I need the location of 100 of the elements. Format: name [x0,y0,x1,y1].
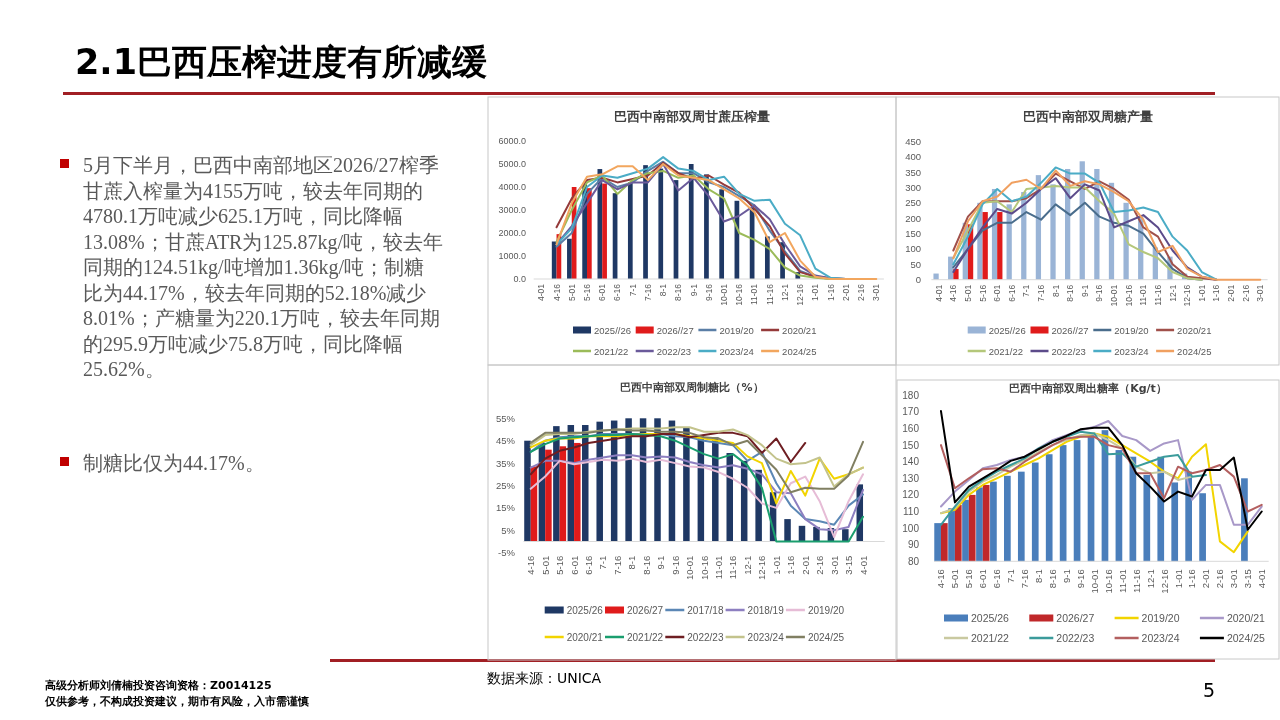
x-tick-label: 3-01 [828,555,840,575]
x-tick-label: 2-16 [856,283,867,302]
legend-label: 2022/23 [656,345,692,357]
y-tick-label: 45% [495,435,516,447]
y-tick-label: 110 [903,506,920,517]
x-tick-label: 8-16 [673,283,684,302]
legend-label: 2019/20 [719,324,754,336]
y-tick-label: -5% [498,547,516,559]
y-tick-label: 4000.0 [498,182,526,192]
x-tick-label: 9-16 [669,555,681,575]
x-tick-label: 1-16 [1211,284,1222,302]
y-tick-label: 0.0 [513,274,526,284]
y-tick-label: 130 [902,472,920,484]
text: 制糖比仅为44.17%。 [83,452,265,474]
y-tick-label: 100 [905,243,921,255]
y-tick-label: 100 [902,522,920,534]
x-tick-label: 7-16 [642,283,653,302]
x-tick-label: 11-16 [1130,569,1142,593]
legend-label: 2026/27 [627,604,664,616]
x-tick-label: 2-01 [1200,569,1212,589]
x-tick-label: 3-01 [1255,284,1266,302]
x-tick-label: 9-1 [1060,569,1072,584]
legend-label: 2023/24 [1114,345,1149,357]
x-tick-label: 3-01 [1228,569,1240,589]
x-tick-label: 7-1 [627,283,638,297]
x-tick-label: 12-1 [1167,284,1178,302]
x-tick-label: 7-1 [1021,284,1032,297]
x-tick-label: 1-16 [825,283,836,302]
y-tick-label: 450 [905,135,921,147]
x-tick-label: 6-01 [992,284,1003,302]
x-tick-label: 4-16 [948,284,959,302]
x-tick-label: 6-01 [597,283,608,302]
x-tick-label: 9-1 [655,555,667,570]
y-tick-label: 160 [902,423,920,434]
x-tick-label: 3-15 [843,555,855,575]
x-tick-label: 6-16 [583,555,595,575]
y-tick-label: 350 [905,166,921,178]
legend-label: 2026/27 [1056,612,1095,624]
y-tick-label: 55% [495,412,516,424]
x-tick-label: 8-1 [658,283,669,297]
y-tick-label: 250 [905,197,921,209]
x-tick-label: 12-16 [756,555,768,581]
x-tick-label: 1-01 [770,555,782,575]
text: 2.1巴西压榨进度有所减缓 [75,42,488,82]
legend-label: 2018/19 [747,604,785,616]
legend-label: 2019/20 [807,604,845,616]
x-tick-label: 2-01 [1226,284,1237,302]
x-tick-label: 9-16 [703,283,714,302]
legend-label: 2021/22 [971,632,1010,644]
x-tick-label: 10-16 [1123,284,1134,307]
x-tick-label: 11-01 [1138,284,1149,306]
x-tick-label: 9-16 [1074,569,1086,589]
legend-label: 2024/25 [782,345,817,357]
x-tick-label: 12-16 [1158,569,1170,594]
text: 5月下半月，巴西中南部地区2026/27榨季甘蔗入榨量为4155万吨，较去年同期的4780.1万吨减少625.1万吨，同比降幅13.08%；甘蔗ATR为125.87kg/吨，较去年同期的124.51kg/吨增加1.36kg/吨；制糖比为44.17%，较去年同期的52.18%减少8.01%；产糖量为220.1万吨，较去年同期的295.9万吨减少75.8万吨，同比降幅25.62%。 [83,154,443,380]
x-tick-label: 8-16 [1065,284,1076,302]
x-tick-label: 7-1 [1005,569,1017,584]
y-tick-label: 150 [905,228,921,240]
x-tick-label: 4-01 [1256,569,1268,589]
legend-label: 2021/22 [627,631,664,643]
legend-label: 2022/23 [1051,345,1086,357]
y-tick-label: 90 [907,539,920,551]
y-tick-label: 2000.0 [498,228,526,238]
x-tick-label: 4-16 [935,569,947,589]
x-tick-label: 1-01 [1172,569,1184,589]
y-tick-label: 150 [902,439,920,451]
legend-label: 2025/26 [566,604,604,616]
x-tick-label: 10-01 [684,555,696,581]
chart-title: 巴西中南部双周糖产量 [1022,109,1153,124]
y-tick-label: 400 [905,151,921,163]
y-tick-label: 15% [495,502,516,514]
x-tick-label: 11-16 [727,555,739,580]
y-tick-label: 140 [902,456,920,468]
x-tick-label: 4-01 [933,284,944,302]
x-tick-label: 6-16 [991,569,1003,589]
legend-label: 2025//26 [594,324,631,336]
y-tick-label: 180 [902,389,920,401]
y-tick-label: 5% [501,524,516,536]
y-tick-label: 170 [902,406,920,418]
x-tick-label: 2-16 [1240,284,1251,302]
x-tick-label: 11-16 [1152,284,1163,306]
y-tick-label: 25% [495,480,516,491]
x-tick-label: 7-1 [597,555,609,570]
y-tick-label: 120 [902,489,920,501]
x-tick-label: 11-01 [749,283,760,306]
text: 高级分析师刘倩楠投资咨询资格：Z0014125 [45,679,272,692]
x-tick-label: 9-16 [1094,284,1105,302]
chart-title: 巴西中南部双周出糖率（Kg/t） [1009,382,1167,395]
x-tick-label: 10-16 [1102,569,1114,594]
x-tick-label: 6-16 [612,283,623,302]
legend-label: 2020/21 [566,631,604,643]
x-tick-label: 11-01 [1116,569,1128,593]
y-tick-label: 50 [910,258,921,270]
source-note: 数据来源：UNICA [487,670,602,686]
x-tick-label: 8-1 [1033,569,1045,584]
text: 仅供参考，不构成投资建议，期市有风险，入市需谨慎 [44,695,309,708]
chart-title: 巴西中南部双周制糖比（%） [620,381,764,394]
legend-label: 2024/25 [1226,632,1266,644]
text: 5 [1203,679,1216,701]
x-tick-label: 6-01 [568,555,580,575]
